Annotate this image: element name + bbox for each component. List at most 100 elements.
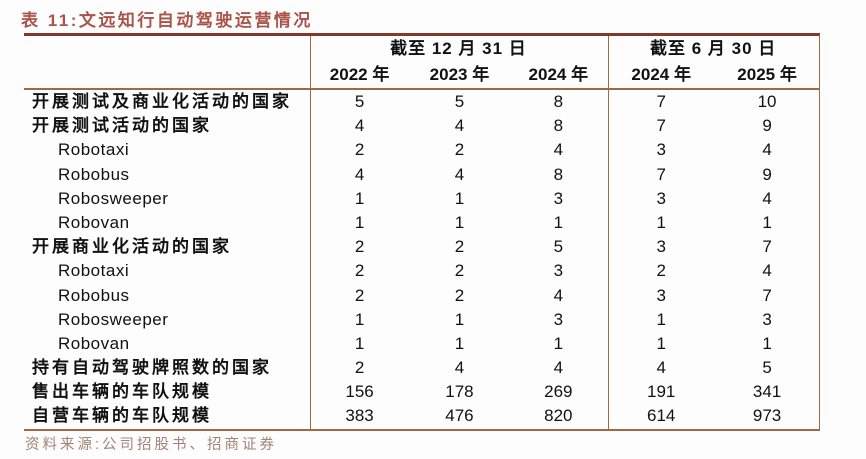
value-cell: 1 (354, 212, 365, 232)
value-cell: 7 (656, 164, 666, 184)
table-row: 开展测试及商业化活动的国家 5 5 8 7 10 (24, 90, 819, 114)
value-cell: 2 (454, 140, 465, 160)
row-label: 持有自动驾驶牌照数的国家 (32, 358, 272, 378)
table-row: 自营车辆的车队规模 383 476 820 614 973 (24, 404, 819, 428)
row-label: 自营车辆的车队规模 (32, 406, 212, 426)
value-cell: 10 (757, 92, 777, 111)
year-header-2025: 2025 年 (737, 65, 797, 84)
column-divider-1 (310, 36, 311, 429)
row-label: 售出车辆的车队规模 (32, 382, 212, 402)
table-row: Robovan 1 1 1 1 1 (24, 332, 819, 356)
value-cell: 3 (553, 309, 564, 329)
date-group-header-row: 截至 12 月 31 日 截至 6 月 30 日 (24, 36, 819, 62)
value-cell: 4 (354, 116, 365, 136)
value-cell: 156 (345, 382, 374, 402)
value-cell: 4 (553, 285, 564, 305)
value-cell: 4 (354, 164, 365, 184)
value-cell: 3 (553, 261, 564, 281)
value-cell: 2 (354, 285, 365, 305)
value-cell: 8 (553, 92, 564, 111)
row-label: Robovan (58, 333, 130, 353)
operations-table: 截至 12 月 31 日 截至 6 月 30 日 2022 年 2023 年 2… (24, 33, 820, 431)
value-cell: 1 (762, 212, 772, 232)
value-cell: 1 (354, 333, 365, 353)
row-label: Robobus (58, 164, 130, 184)
value-cell: 1 (656, 333, 666, 353)
header-spacer (24, 62, 310, 88)
value-cell: 2 (656, 261, 666, 281)
value-cell: 269 (544, 382, 573, 402)
value-cell: 4 (656, 358, 666, 378)
value-cell: 614 (647, 406, 676, 426)
value-cell: 820 (544, 406, 573, 426)
value-cell: 7 (762, 237, 772, 257)
row-label: Robosweeper (58, 188, 169, 208)
value-cell: 8 (553, 116, 564, 136)
row-label: Robobus (58, 285, 130, 305)
table-row: Robobus 2 2 4 3 7 (24, 284, 819, 308)
header-spacer (24, 36, 310, 62)
value-cell: 4 (553, 140, 564, 160)
table-row: Robotaxi 2 2 3 2 4 (24, 259, 819, 283)
table-row: 开展测试活动的国家 4 4 8 7 9 (24, 114, 819, 138)
table-title: 表 11:文远知行自动驾驶运营情况 (21, 11, 313, 30)
table-row: Robosweeper 1 1 3 3 4 (24, 187, 819, 211)
value-cell: 1 (656, 212, 666, 232)
value-cell: 1 (354, 309, 365, 329)
value-cell: 2 (354, 140, 365, 160)
year-header-2024-jun: 2024 年 (631, 65, 691, 84)
year-header-2024: 2024 年 (528, 65, 589, 84)
row-label: 开展商业化活动的国家 (32, 237, 232, 257)
header-separator (24, 88, 819, 90)
value-cell: 4 (553, 358, 564, 378)
value-cell: 4 (762, 261, 772, 281)
value-cell: 7 (762, 285, 772, 305)
value-cell: 3 (656, 140, 666, 160)
value-cell: 2 (354, 237, 365, 257)
value-cell: 5 (454, 92, 465, 111)
value-cell: 1 (553, 333, 564, 353)
value-cell: 4 (454, 164, 465, 184)
value-cell: 5 (762, 358, 772, 378)
row-label: 开展测试活动的国家 (32, 116, 212, 136)
table-row: Robotaxi 2 2 4 3 4 (24, 138, 819, 162)
value-cell: 2 (454, 261, 465, 281)
value-cell: 3 (762, 309, 772, 329)
value-cell: 3 (656, 237, 666, 257)
value-cell: 9 (762, 116, 772, 136)
value-cell: 8 (553, 164, 564, 184)
table-row: 售出车辆的车队规模 156 178 269 191 341 (24, 380, 819, 404)
value-cell: 5 (354, 92, 365, 111)
value-cell: 1 (454, 309, 465, 329)
value-cell: 3 (656, 285, 666, 305)
value-cell: 4 (762, 188, 772, 208)
table-row: Robosweeper 1 1 3 1 3 (24, 308, 819, 332)
value-cell: 476 (445, 406, 474, 426)
value-cell: 3 (656, 188, 666, 208)
row-label: Robovan (58, 212, 130, 232)
value-cell: 2 (454, 237, 465, 257)
table-row: Robobus 4 4 8 7 9 (24, 163, 819, 187)
value-cell: 178 (445, 382, 474, 402)
value-cell: 2 (354, 261, 365, 281)
value-cell: 4 (454, 116, 465, 136)
value-cell: 4 (454, 358, 465, 378)
value-cell: 5 (553, 237, 564, 257)
value-cell: 1 (454, 333, 465, 353)
year-header-row: 2022 年 2023 年 2024 年 2024 年 2025 年 (24, 62, 819, 88)
year-header-2022: 2022 年 (329, 65, 390, 84)
value-cell: 1 (656, 309, 666, 329)
value-cell: 2 (354, 358, 365, 378)
value-cell: 383 (345, 406, 374, 426)
row-label: Robosweeper (58, 309, 169, 329)
year-header-2023: 2023 年 (429, 65, 490, 84)
value-cell: 1 (762, 333, 772, 353)
value-cell: 1 (354, 188, 365, 208)
column-divider-2 (608, 36, 609, 429)
value-cell: 7 (656, 92, 666, 111)
table-row: Robovan 1 1 1 1 1 (24, 211, 819, 235)
value-cell: 341 (752, 382, 782, 402)
date-group-dec31: 截至 12 月 31 日 (390, 39, 527, 58)
row-label: Robotaxi (58, 261, 130, 281)
